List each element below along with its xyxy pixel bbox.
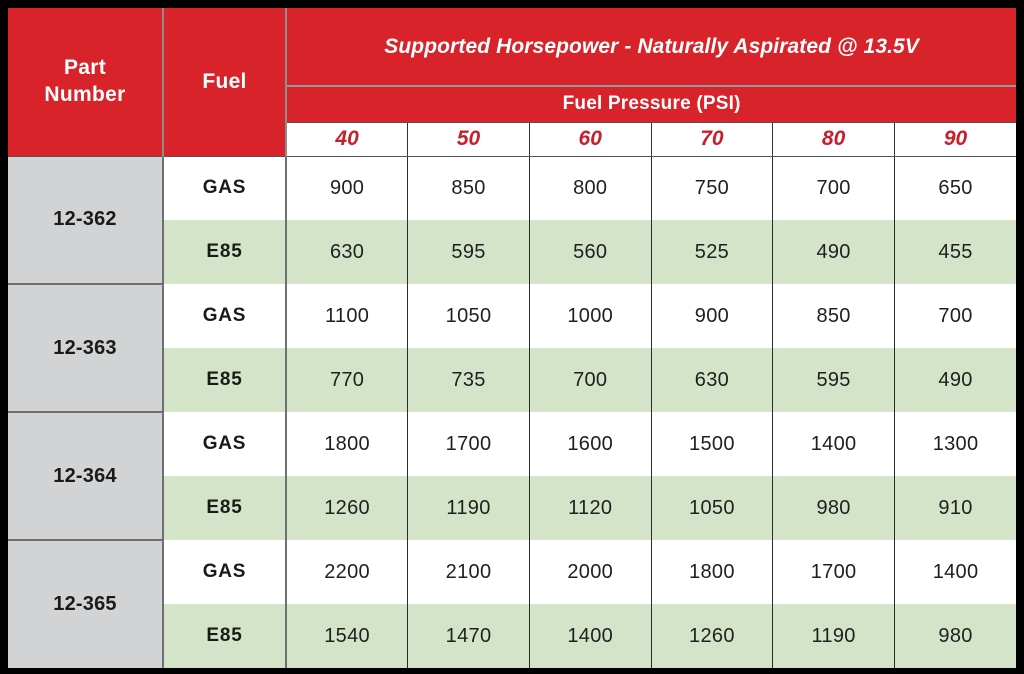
- horsepower-value-cell: 1260: [286, 476, 409, 540]
- table-header: Part Number Fuel Supported Horsepower - …: [8, 8, 1017, 157]
- horsepower-value-cell: 1100: [286, 284, 409, 348]
- fuel-type-cell: GAS: [163, 156, 287, 220]
- horsepower-value-cell: 2200: [286, 540, 409, 604]
- horsepower-value-cell: 650: [894, 156, 1017, 220]
- header-row-psi: 40 50 60 70 80 90: [8, 121, 1017, 157]
- horsepower-value-cell: 1120: [529, 476, 652, 540]
- psi-column-50: 50: [407, 121, 530, 157]
- header-row-subtitle: Fuel Pressure (PSI): [8, 86, 1017, 123]
- horsepower-value-cell: 1190: [772, 604, 895, 668]
- horsepower-value-cell: 595: [772, 348, 895, 412]
- horsepower-value-cell: 980: [894, 604, 1017, 668]
- psi-column-90: 90: [894, 121, 1017, 157]
- horsepower-value-cell: 1050: [407, 284, 530, 348]
- table-row: 12-365 GAS 2200 2100 2000 1800 1700 1400: [8, 540, 1017, 668]
- header-part-number: Part Number: [8, 8, 164, 157]
- horsepower-value-cell: 2000: [529, 540, 652, 604]
- horsepower-value-cell: 1050: [651, 476, 774, 540]
- fuel-type-cell: E85: [163, 348, 287, 412]
- part-number-cell: 12-364: [8, 412, 164, 541]
- horsepower-value-cell: 700: [894, 284, 1017, 348]
- header-fuel: Fuel: [163, 8, 287, 157]
- horsepower-value-cell: 700: [772, 156, 895, 220]
- psi-column-60: 60: [529, 121, 652, 157]
- horsepower-value-cell: 1400: [529, 604, 652, 668]
- horsepower-value-cell: 900: [286, 156, 409, 220]
- horsepower-value-cell: 910: [894, 476, 1017, 540]
- horsepower-value-cell: 735: [407, 348, 530, 412]
- header-fuel-pressure-label: Fuel Pressure (PSI): [286, 86, 1017, 123]
- horsepower-value-cell: 770: [286, 348, 409, 412]
- psi-column-80: 80: [772, 121, 895, 157]
- header-main-title: Supported Horsepower - Naturally Aspirat…: [286, 8, 1017, 87]
- horsepower-value-cell: 1000: [529, 284, 652, 348]
- horsepower-value-cell: 1260: [651, 604, 774, 668]
- horsepower-value-cell: 1400: [772, 412, 895, 476]
- table-row: 12-363 GAS 1100 1050 1000 900 850 700: [8, 284, 1017, 413]
- horsepower-value-cell: 1540: [286, 604, 409, 668]
- horsepower-value-cell: 490: [772, 220, 895, 284]
- part-number-cell: 12-362: [8, 156, 164, 285]
- horsepower-value-cell: 700: [529, 348, 652, 412]
- supported-horsepower-table: Part Number Fuel Supported Horsepower - …: [8, 8, 1017, 668]
- horsepower-value-cell: 1800: [286, 412, 409, 476]
- fuel-type-cell: GAS: [163, 540, 287, 604]
- horsepower-value-cell: 1300: [894, 412, 1017, 476]
- table-row: E85 1540 1470 1400 1260 1190 980: [8, 604, 1017, 668]
- header-row-title: Part Number Fuel Supported Horsepower - …: [8, 8, 1017, 157]
- header-part-number-line2: Number: [44, 82, 126, 106]
- horsepower-value-cell: 525: [651, 220, 774, 284]
- horsepower-value-cell: 1800: [651, 540, 774, 604]
- horsepower-value-cell: 630: [286, 220, 409, 284]
- fuel-type-cell: E85: [163, 604, 287, 668]
- table-row: E85 630 595 560 525 490 455: [8, 220, 1017, 284]
- part-number-cell: 12-365: [8, 540, 164, 668]
- horsepower-value-cell: 1500: [651, 412, 774, 476]
- psi-column-70: 70: [651, 121, 774, 157]
- fuel-type-cell: E85: [163, 220, 287, 284]
- table-row: 12-362 GAS 900 850 800 750 700 650: [8, 156, 1017, 285]
- horsepower-value-cell: 1700: [407, 412, 530, 476]
- horsepower-value-cell: 800: [529, 156, 652, 220]
- fuel-type-cell: GAS: [163, 284, 287, 348]
- horsepower-value-cell: 850: [407, 156, 530, 220]
- horsepower-value-cell: 850: [772, 284, 895, 348]
- horsepower-value-cell: 750: [651, 156, 774, 220]
- horsepower-value-cell: 1400: [894, 540, 1017, 604]
- horsepower-value-cell: 1470: [407, 604, 530, 668]
- horsepower-value-cell: 980: [772, 476, 895, 540]
- header-part-number-line1: Part: [63, 55, 107, 79]
- horsepower-value-cell: 490: [894, 348, 1017, 412]
- table-row: E85 770 735 700 630 595 490: [8, 348, 1017, 412]
- horsepower-value-cell: 1190: [407, 476, 530, 540]
- psi-column-40: 40: [286, 121, 409, 157]
- fuel-type-cell: GAS: [163, 412, 287, 476]
- table-row: E85 1260 1190 1120 1050 980 910: [8, 476, 1017, 540]
- horsepower-value-cell: 900: [651, 284, 774, 348]
- spec-table-container: Part Number Fuel Supported Horsepower - …: [8, 8, 1017, 668]
- horsepower-value-cell: 560: [529, 220, 652, 284]
- horsepower-value-cell: 595: [407, 220, 530, 284]
- horsepower-value-cell: 1600: [529, 412, 652, 476]
- table-row: 12-364 GAS 1800 1700 1600 1500 1400 1300: [8, 412, 1017, 541]
- horsepower-value-cell: 630: [651, 348, 774, 412]
- horsepower-value-cell: 2100: [407, 540, 530, 604]
- part-number-cell: 12-363: [8, 284, 164, 413]
- fuel-type-cell: E85: [163, 476, 287, 540]
- horsepower-value-cell: 1700: [772, 540, 895, 604]
- horsepower-value-cell: 455: [894, 220, 1017, 284]
- table-body: 12-362 GAS 900 850 800 750 700 650 E85 630 595 560 5…: [8, 156, 1017, 668]
